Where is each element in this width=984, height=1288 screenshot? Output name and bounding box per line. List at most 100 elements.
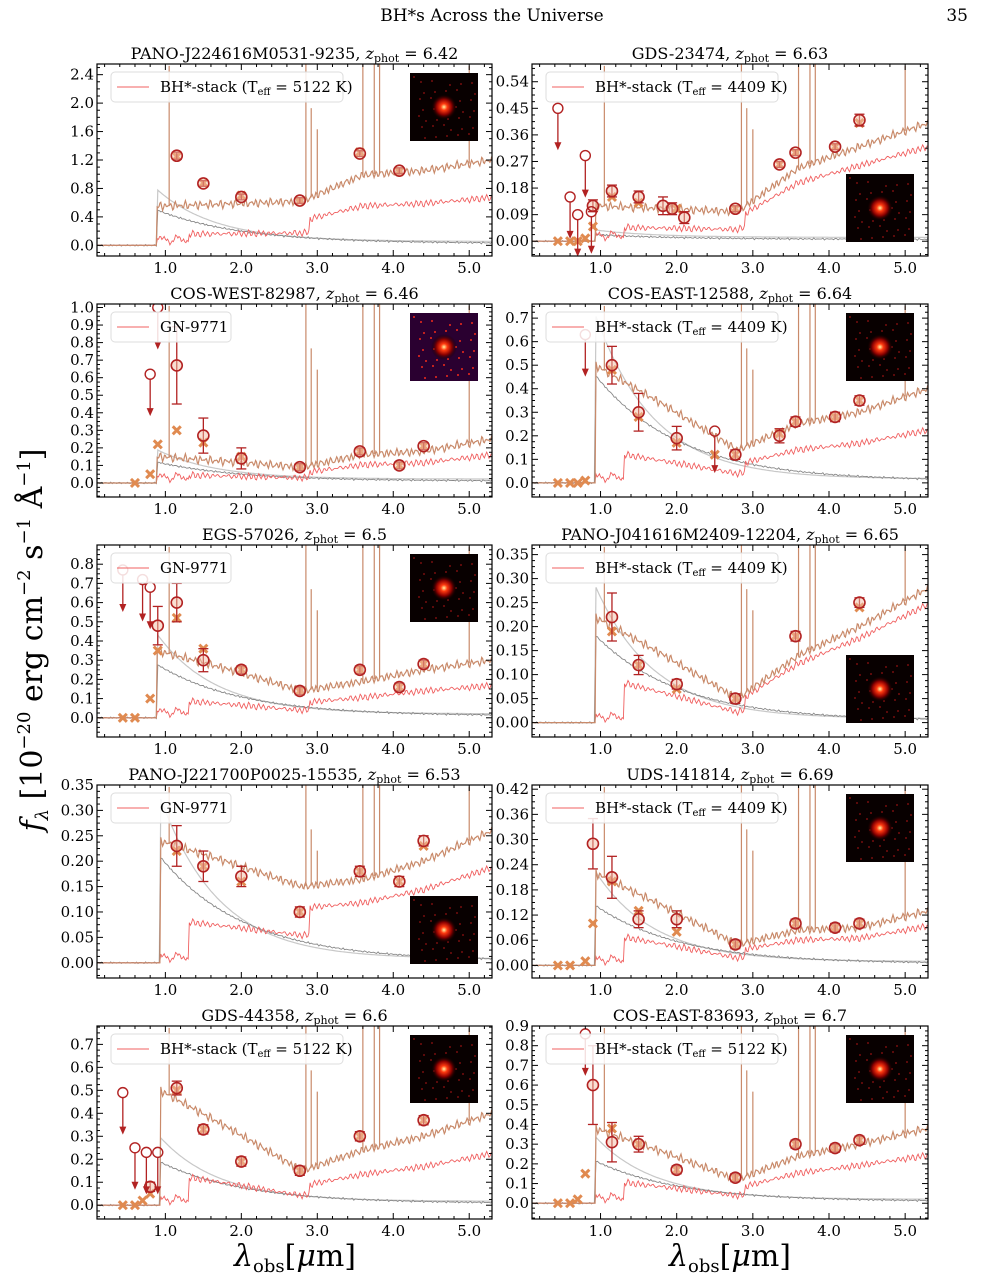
total-model (97, 827, 492, 964)
x-tick-label: 1.0 (153, 1222, 177, 1240)
cutout-noise (420, 904, 422, 906)
y-tick-label: 0.35 (61, 776, 94, 794)
cutout-noise (854, 1077, 856, 1079)
cutout-noise (857, 366, 859, 368)
x-tick-label: 4.0 (817, 740, 841, 758)
cutout-noise (907, 664, 909, 666)
cutout-noise (457, 134, 459, 136)
x-label-m: m] (751, 1239, 791, 1274)
cutout-noise (471, 322, 473, 324)
observed-point (789, 415, 802, 428)
upper-limit (144, 368, 156, 417)
cutout-noise (474, 333, 476, 335)
cutout-noise (893, 716, 895, 718)
legend: BH*-stack (Teff = 5122 K) (110, 1033, 353, 1065)
y-tick-label: 1.6 (70, 123, 94, 141)
y-tick-label: 0.15 (61, 878, 94, 896)
x-tick-label: 1.0 (589, 1222, 613, 1240)
y-tick-label: 0.9 (505, 1017, 529, 1035)
cutout-noise (858, 210, 860, 212)
y-tick-label: 0.30 (496, 831, 529, 849)
cutout-noise (860, 719, 862, 721)
legend: BH*-stack (Teff = 4409 K) (545, 792, 788, 824)
cutout-noise (445, 913, 447, 915)
cutout-noise (896, 665, 898, 667)
y-tick-label: 0.1 (505, 1175, 529, 1193)
cutout-noise (882, 375, 884, 377)
panel-title: UDS-141814, zphot = 6.69 (626, 765, 833, 786)
cutout-noise (413, 557, 415, 559)
legend: GN-9771 (110, 552, 232, 584)
cutout-noise (420, 1043, 422, 1045)
legend-name: BH*-stack (160, 78, 238, 96)
observed-point (353, 147, 367, 160)
legend-teff-sub: eff (692, 87, 706, 98)
cutout-noise (425, 601, 427, 603)
cutout-noise (421, 607, 423, 609)
cutout-noise (434, 914, 436, 916)
x-tick-label: 1.0 (589, 981, 613, 999)
observed-point (235, 190, 248, 204)
cutout-noise (457, 1096, 459, 1098)
y-tick-label: 0.6 (505, 333, 529, 351)
observed-point (197, 1123, 210, 1136)
y-label-units3: s (15, 544, 50, 569)
gray-model (97, 1161, 492, 1207)
y-label-exp: −20 (14, 712, 35, 750)
y-tick-label: 0.2 (505, 427, 529, 445)
cutout-noise (849, 316, 851, 318)
cutout-noise (419, 579, 421, 581)
y-tick-label: 0.1 (70, 690, 94, 708)
y-tick-label: 0.7 (505, 1056, 529, 1074)
title-sub: phot (313, 533, 339, 546)
upper-limit (552, 102, 564, 151)
bh-component (532, 922, 928, 967)
gray-model (532, 1160, 928, 1205)
legend-teff-val: = 5122 K) (706, 1040, 788, 1058)
gray-model (532, 375, 928, 485)
cutout-noise (434, 91, 436, 93)
predicted-point (152, 439, 163, 450)
cutout-noise (460, 1045, 462, 1047)
y-tick-label: 0.0 (70, 474, 94, 492)
upper-limit (152, 1146, 164, 1195)
cutout-noise (457, 374, 459, 376)
cutout-noise (881, 191, 883, 193)
cutout-noise (446, 958, 448, 960)
observed-point (393, 680, 406, 694)
y-tick-label: 0.25 (61, 827, 94, 845)
cutout-noise (881, 811, 883, 813)
observed-point (670, 1163, 683, 1177)
cutout-noise (469, 116, 471, 118)
cutout-noise (445, 330, 447, 332)
x-tick-label: 4.0 (381, 259, 405, 277)
x-tick-label: 5.0 (457, 740, 481, 758)
cutout-noise (472, 950, 474, 952)
cutout-noise (856, 1043, 858, 1045)
cutout-noise (860, 1099, 862, 1101)
observed-point (729, 1171, 742, 1184)
cutout-noise (904, 854, 906, 856)
title-z: z (734, 44, 744, 63)
observed-point (853, 917, 866, 930)
x-tick-label: 1.0 (589, 259, 613, 277)
x-tick-label: 5.0 (893, 500, 917, 518)
cutout-source (867, 195, 893, 221)
cutout-noise (858, 1071, 860, 1073)
legend-teff-open: (T (672, 318, 693, 336)
cutout-noise (904, 234, 906, 236)
cutout-noise (856, 321, 858, 323)
title-name: COS-EAST-83693, (613, 1006, 765, 1025)
cutout-noise (858, 830, 860, 832)
cutout-noise (857, 227, 859, 229)
cutout-noise (471, 905, 473, 907)
x-label-sub: obs (253, 1256, 285, 1277)
observed-point (353, 1129, 367, 1143)
panel-7: PANO-J221700P0025-15535, zphot = 6.53 1.0… (61, 765, 493, 999)
cutout-noise (445, 571, 447, 573)
legend-name: BH*-stack (595, 1040, 673, 1058)
cutout-noise (861, 1082, 863, 1084)
bh-component (532, 602, 928, 724)
cutout-noise (868, 846, 870, 848)
